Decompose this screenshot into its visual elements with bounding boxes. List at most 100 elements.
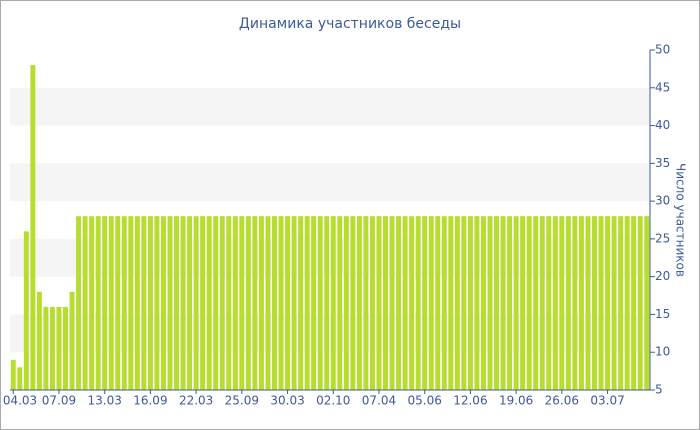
bar — [611, 216, 617, 390]
bar — [219, 216, 225, 390]
bar — [428, 216, 434, 390]
bar — [435, 216, 441, 390]
bar — [343, 216, 349, 390]
bar — [304, 216, 310, 390]
bar — [637, 216, 643, 390]
bar — [441, 216, 447, 390]
x-tick-label: 02.10 — [316, 394, 350, 408]
x-tick-label: 22.03 — [179, 394, 213, 408]
y-axis-label: Число участников — [674, 163, 688, 277]
bar — [565, 216, 571, 390]
bar — [539, 216, 545, 390]
bar — [232, 216, 238, 390]
bar — [180, 216, 186, 390]
y-tick-label: 15 — [655, 307, 670, 321]
x-tick-label: 07.09 — [42, 394, 76, 408]
bar — [108, 216, 114, 390]
bar — [258, 216, 264, 390]
bar — [30, 65, 36, 390]
bar — [624, 216, 630, 390]
bar — [598, 216, 604, 390]
bar — [49, 306, 55, 390]
bar — [546, 216, 552, 390]
bar — [200, 216, 206, 390]
y-tick-label: 25 — [655, 231, 670, 245]
bar — [422, 216, 428, 390]
bar — [631, 216, 637, 390]
bar — [141, 216, 147, 390]
bar — [396, 216, 402, 390]
bar — [317, 216, 323, 390]
bar — [285, 216, 291, 390]
bar — [82, 216, 88, 390]
bar — [63, 306, 68, 390]
bar — [461, 216, 467, 390]
bar — [206, 216, 212, 390]
bar — [350, 216, 356, 390]
bar — [369, 216, 375, 390]
bar — [56, 306, 62, 390]
bar — [311, 216, 317, 390]
bar — [265, 216, 271, 390]
bar — [415, 216, 421, 390]
bar — [23, 231, 29, 390]
bar — [578, 216, 584, 390]
bar — [356, 216, 362, 390]
bar — [520, 216, 526, 390]
bar — [324, 216, 330, 390]
grid-band — [10, 163, 650, 202]
y-tick-label: 10 — [655, 345, 670, 359]
bar — [572, 216, 578, 390]
x-tick-label: 26.06 — [545, 394, 579, 408]
bar — [174, 216, 180, 390]
bar — [121, 216, 127, 390]
y-tick-label: 5 — [655, 383, 663, 397]
y-tick-label: 50 — [655, 43, 670, 57]
bar — [454, 216, 460, 390]
bar — [278, 216, 284, 390]
bar — [383, 216, 388, 390]
x-tick-label: 16.09 — [133, 394, 167, 408]
bar — [154, 216, 160, 390]
x-tick-label: 13.03 — [88, 394, 122, 408]
bar — [102, 216, 108, 390]
bar — [147, 216, 153, 390]
y-tick-label: 40 — [655, 118, 670, 132]
bar — [507, 216, 513, 390]
bar — [552, 216, 558, 390]
bar — [409, 216, 415, 390]
x-tick-label: 19.06 — [499, 394, 533, 408]
bar — [272, 216, 277, 390]
bar — [226, 216, 232, 390]
bar — [89, 216, 95, 390]
y-tick-label: 30 — [655, 194, 670, 208]
x-tick-label: 05.06 — [408, 394, 442, 408]
bar — [10, 359, 16, 390]
bar — [115, 216, 121, 390]
bar — [526, 216, 532, 390]
bar — [69, 291, 75, 390]
bar — [533, 216, 539, 390]
bar — [252, 216, 258, 390]
x-tick-label: 30.03 — [270, 394, 304, 408]
chart-title: Динамика участников беседы — [239, 16, 461, 32]
bar — [376, 216, 382, 390]
bar — [559, 216, 565, 390]
bar — [592, 216, 597, 390]
bar — [467, 216, 473, 390]
bar — [245, 216, 251, 390]
bar — [134, 216, 140, 390]
bar — [36, 291, 42, 390]
bar — [167, 216, 173, 390]
y-tick-label: 35 — [655, 156, 670, 170]
bar — [337, 216, 343, 390]
bar — [160, 216, 166, 390]
bar — [76, 216, 82, 390]
bar — [644, 216, 650, 390]
bar — [605, 216, 611, 390]
bar — [494, 216, 500, 390]
bar — [402, 216, 408, 390]
bar — [448, 216, 454, 390]
bar — [500, 216, 506, 390]
